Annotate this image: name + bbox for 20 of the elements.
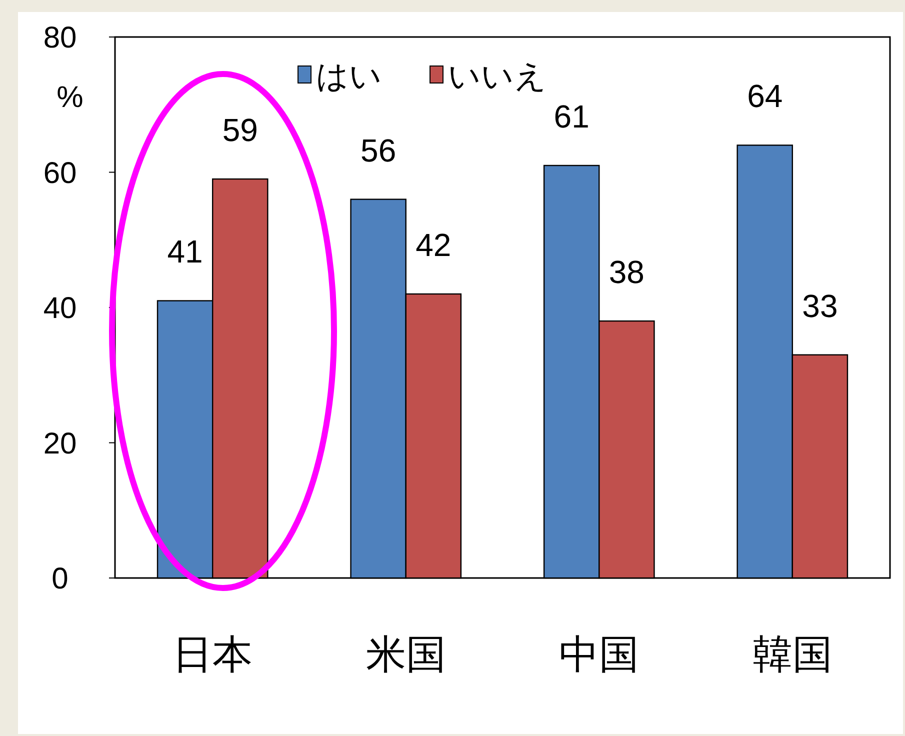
data-label: 61 [554,98,590,134]
y-tick-label: 60 [43,156,77,190]
data-label: 56 [360,132,396,168]
y-axis-title: % [56,81,84,114]
data-label: 41 [167,234,203,270]
data-label: 59 [222,112,258,148]
legend-label: はい [316,58,382,94]
y-tick-label: 80 [43,22,77,54]
data-label: 33 [802,288,838,324]
y-tick-label: 40 [43,292,77,325]
x-tick-label: 中国 [559,633,640,677]
data-label: 64 [747,78,783,114]
y-tick-label: 0 [52,562,68,596]
x-tick-label: 韓国 [752,633,832,677]
data-label: 38 [608,254,644,290]
y-tick-label: 20 [43,427,77,460]
legend-label: いいえ [448,58,547,94]
x-tick-label: 米国 [366,633,446,677]
data-label: 42 [416,226,452,263]
x-tick-label: 日本 [172,633,253,677]
